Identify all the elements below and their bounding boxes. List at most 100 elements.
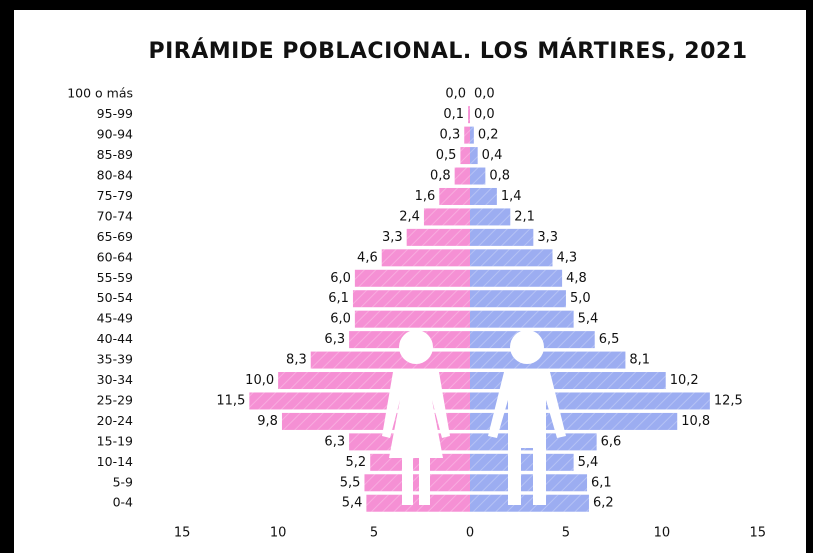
y-tick-label: 80-84 bbox=[97, 168, 133, 183]
bar-hatch bbox=[470, 208, 511, 226]
value-label: 5,4 bbox=[342, 496, 363, 511]
bar-hatch bbox=[470, 187, 497, 205]
value-label: 4,3 bbox=[557, 250, 578, 265]
bar-hatch bbox=[470, 453, 574, 471]
bar-hatch bbox=[470, 290, 566, 308]
bar-hatch bbox=[470, 474, 588, 492]
bar-hatch bbox=[470, 351, 626, 369]
value-label: 0,8 bbox=[430, 169, 451, 184]
bar-hatch bbox=[470, 372, 666, 390]
bar-hatch bbox=[454, 167, 470, 185]
value-label: 0,0 bbox=[474, 107, 495, 122]
value-label: 8,1 bbox=[629, 353, 650, 368]
bar-hatch bbox=[381, 249, 470, 267]
value-label: 6,3 bbox=[324, 332, 345, 347]
y-tick-label: 100 o más bbox=[67, 86, 133, 101]
bar-hatch bbox=[470, 249, 553, 267]
chart-title: PIRÁMIDE POBLACIONAL. LOS MÁRTIRES, 2021 bbox=[148, 38, 747, 64]
y-tick-label: 15-19 bbox=[97, 433, 133, 448]
x-tick-label: 5 bbox=[370, 526, 378, 541]
value-label: 3,3 bbox=[537, 230, 558, 245]
x-tick-label: 15 bbox=[174, 526, 191, 541]
bar-hatch bbox=[470, 494, 589, 512]
x-tick-label: 15 bbox=[750, 526, 767, 541]
value-label: 1,6 bbox=[415, 189, 436, 204]
y-tick-label: 0-4 bbox=[113, 495, 133, 510]
bar-hatch bbox=[366, 494, 470, 512]
bar-hatch bbox=[354, 269, 470, 287]
y-tick-label: 30-34 bbox=[97, 372, 133, 387]
value-label: 0,2 bbox=[478, 128, 499, 143]
value-label: 5,5 bbox=[340, 475, 361, 490]
y-tick-label: 10-14 bbox=[97, 454, 133, 469]
value-label: 0,0 bbox=[445, 87, 466, 102]
value-label: 2,1 bbox=[514, 209, 535, 224]
y-tick-label: 85-89 bbox=[97, 147, 133, 162]
value-label: 0,8 bbox=[489, 169, 510, 184]
x-tick-label: 10 bbox=[654, 526, 671, 541]
value-label: 6,6 bbox=[601, 434, 622, 449]
y-tick-label: 20-24 bbox=[97, 413, 133, 428]
bar-hatch bbox=[470, 310, 574, 328]
value-label: 9,8 bbox=[257, 414, 278, 429]
bar-hatch bbox=[470, 269, 563, 287]
bar-hatch bbox=[470, 126, 474, 144]
value-label: 10,2 bbox=[670, 373, 699, 388]
value-label: 10,0 bbox=[245, 373, 274, 388]
value-label: 4,8 bbox=[566, 271, 587, 286]
y-tick-label: 70-74 bbox=[97, 208, 133, 223]
value-label: 2,4 bbox=[399, 209, 420, 224]
bar-hatch bbox=[406, 228, 470, 246]
value-label: 11,5 bbox=[216, 393, 245, 408]
y-tick-label: 40-44 bbox=[97, 331, 133, 346]
value-label: 4,6 bbox=[357, 250, 378, 265]
value-label: 0,4 bbox=[482, 148, 503, 163]
y-tick-label: 45-49 bbox=[97, 311, 133, 326]
bar-hatch bbox=[468, 106, 470, 124]
y-tick-label: 60-64 bbox=[97, 249, 133, 264]
bar-hatch bbox=[439, 187, 470, 205]
value-label: 6,0 bbox=[330, 271, 351, 286]
bar-hatch bbox=[460, 147, 470, 165]
value-label: 5,4 bbox=[578, 455, 599, 470]
value-label: 6,3 bbox=[324, 434, 345, 449]
value-label: 10,8 bbox=[681, 414, 710, 429]
value-label: 0,0 bbox=[474, 87, 495, 102]
y-tick-label: 50-54 bbox=[97, 290, 133, 305]
y-tick-label: 55-59 bbox=[97, 270, 133, 285]
value-label: 3,3 bbox=[382, 230, 403, 245]
x-tick-label: 5 bbox=[562, 526, 570, 541]
y-tick-label: 95-99 bbox=[97, 106, 133, 121]
bar-hatch bbox=[364, 474, 470, 492]
value-label: 1,4 bbox=[501, 189, 522, 204]
y-tick-label: 25-29 bbox=[97, 392, 133, 407]
value-label: 8,3 bbox=[286, 353, 307, 368]
x-tick-label: 0 bbox=[466, 526, 474, 541]
value-label: 6,0 bbox=[330, 312, 351, 327]
y-tick-label: 65-69 bbox=[97, 229, 133, 244]
value-label: 5,2 bbox=[346, 455, 367, 470]
bar-hatch bbox=[423, 208, 470, 226]
bar-hatch bbox=[464, 126, 470, 144]
value-label: 12,5 bbox=[714, 393, 743, 408]
bar-hatch bbox=[470, 147, 478, 165]
value-label: 0,1 bbox=[443, 107, 464, 122]
value-label: 0,5 bbox=[436, 148, 457, 163]
bar-hatch bbox=[354, 310, 470, 328]
y-tick-label: 35-39 bbox=[97, 352, 133, 367]
bar-hatch bbox=[470, 167, 486, 185]
value-label: 5,0 bbox=[570, 291, 591, 306]
value-label: 6,1 bbox=[328, 291, 349, 306]
value-label: 5,4 bbox=[578, 312, 599, 327]
value-label: 6,2 bbox=[593, 496, 614, 511]
value-label: 0,3 bbox=[440, 128, 461, 143]
value-label: 6,1 bbox=[591, 475, 612, 490]
y-tick-label: 75-79 bbox=[97, 188, 133, 203]
bar-hatch bbox=[470, 228, 534, 246]
figures bbox=[382, 330, 566, 505]
x-tick-label: 10 bbox=[270, 526, 287, 541]
value-label: 6,5 bbox=[599, 332, 620, 347]
y-tick-label: 90-94 bbox=[97, 127, 133, 142]
y-tick-label: 5-9 bbox=[113, 474, 133, 489]
